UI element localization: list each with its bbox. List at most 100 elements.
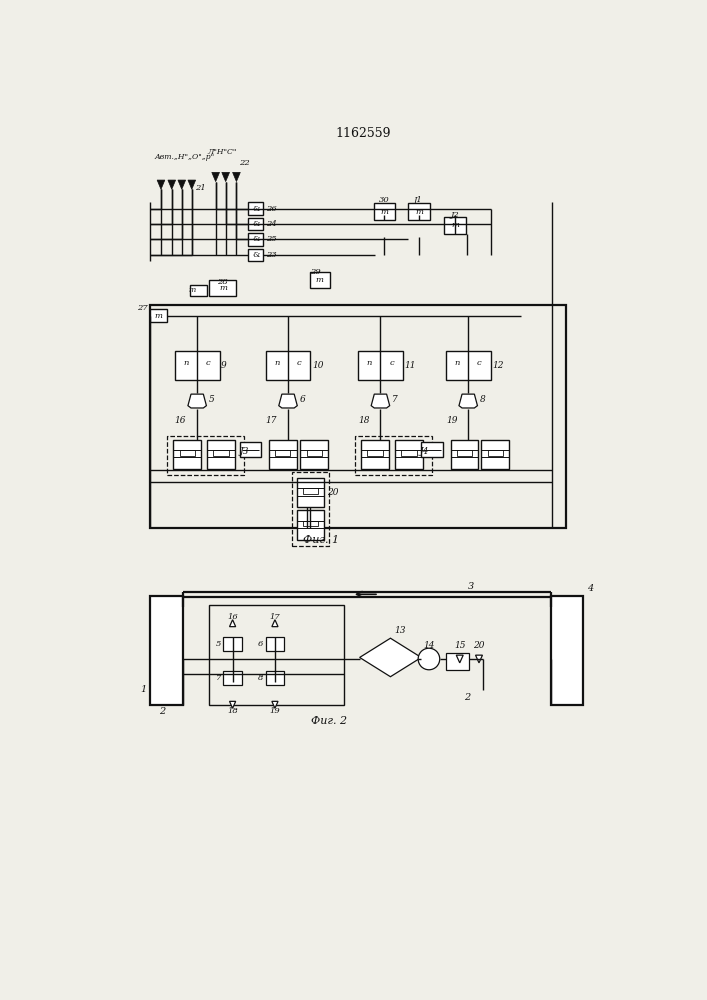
Polygon shape: [279, 394, 297, 408]
Bar: [292, 472, 329, 546]
Text: п: п: [183, 359, 189, 367]
Bar: [266, 351, 310, 380]
Text: 7: 7: [392, 395, 398, 404]
Bar: [150, 305, 566, 528]
Text: т: т: [451, 221, 459, 229]
Bar: [421, 442, 443, 457]
Polygon shape: [272, 620, 278, 627]
Polygon shape: [456, 655, 463, 663]
Bar: [269, 440, 296, 469]
Bar: [444, 217, 466, 234]
Bar: [395, 440, 423, 469]
Text: 18: 18: [227, 707, 238, 715]
Bar: [446, 653, 469, 670]
Bar: [266, 637, 284, 651]
Text: J4: J4: [420, 447, 429, 456]
Bar: [207, 440, 235, 469]
Text: &: &: [252, 220, 259, 228]
Text: &: &: [252, 251, 259, 259]
Text: т: т: [315, 276, 324, 284]
Text: 21: 21: [195, 184, 206, 192]
Polygon shape: [230, 620, 235, 627]
Polygon shape: [371, 394, 390, 408]
Text: Л"Н"С": Л"Н"С": [207, 148, 237, 156]
Text: JЗ: JЗ: [240, 447, 249, 456]
Text: 23: 23: [266, 251, 276, 259]
Bar: [446, 351, 491, 380]
Text: 9: 9: [221, 361, 227, 370]
Text: 27: 27: [137, 304, 148, 312]
Text: 1: 1: [140, 685, 146, 694]
Bar: [173, 440, 201, 469]
Text: 20: 20: [473, 641, 485, 650]
Bar: [266, 671, 284, 685]
Text: с: с: [477, 359, 481, 367]
Text: 17: 17: [266, 416, 277, 425]
Bar: [300, 440, 328, 469]
Text: 2: 2: [158, 707, 165, 716]
Polygon shape: [188, 394, 206, 408]
Text: 24: 24: [266, 220, 276, 228]
Bar: [209, 605, 344, 705]
Bar: [240, 442, 261, 457]
Text: 12: 12: [492, 361, 503, 370]
Polygon shape: [222, 172, 230, 182]
Bar: [275, 450, 291, 456]
Polygon shape: [168, 180, 175, 189]
Text: 6: 6: [300, 395, 305, 404]
Text: 5: 5: [209, 395, 214, 404]
Text: п: п: [274, 359, 279, 367]
Text: Фиг. 1: Фиг. 1: [303, 535, 339, 545]
Polygon shape: [476, 655, 482, 663]
Text: 1162559: 1162559: [335, 127, 390, 140]
Text: 6: 6: [258, 640, 264, 648]
Bar: [368, 450, 382, 456]
Text: &: &: [252, 235, 259, 243]
Polygon shape: [233, 172, 240, 182]
Bar: [481, 440, 509, 469]
Text: &: &: [252, 205, 259, 213]
Bar: [402, 450, 416, 456]
Bar: [310, 272, 329, 288]
Bar: [214, 450, 228, 456]
Text: 7: 7: [216, 674, 221, 682]
Polygon shape: [212, 172, 219, 182]
Text: 25: 25: [266, 235, 276, 243]
Text: 19: 19: [269, 707, 280, 715]
Bar: [457, 450, 472, 456]
Text: 8: 8: [258, 674, 264, 682]
Bar: [373, 203, 395, 220]
Text: т: т: [189, 286, 196, 294]
Polygon shape: [459, 394, 477, 408]
Text: Авт.„Н"„О"„р": Авт.„Н"„О"„р": [155, 153, 215, 161]
Text: с: с: [297, 359, 302, 367]
Text: 29: 29: [310, 268, 320, 276]
Text: 19: 19: [446, 416, 457, 425]
Text: 26: 26: [266, 205, 276, 213]
Bar: [296, 478, 325, 507]
Polygon shape: [178, 180, 186, 189]
Polygon shape: [230, 701, 235, 708]
Text: 15: 15: [454, 641, 465, 650]
Circle shape: [418, 648, 440, 670]
Bar: [180, 450, 195, 456]
Text: 17: 17: [269, 613, 280, 621]
Text: с: с: [206, 359, 211, 367]
Text: 28: 28: [217, 278, 228, 286]
Text: т: т: [219, 284, 227, 292]
Bar: [358, 351, 403, 380]
Text: 2: 2: [464, 693, 471, 702]
Polygon shape: [157, 180, 165, 189]
Text: 8: 8: [480, 395, 486, 404]
Bar: [303, 488, 318, 494]
Text: 16: 16: [175, 416, 187, 425]
Polygon shape: [272, 701, 278, 708]
Bar: [223, 671, 242, 685]
Bar: [175, 351, 219, 380]
Bar: [248, 218, 264, 230]
Text: т: т: [380, 208, 388, 216]
Bar: [248, 233, 264, 246]
Bar: [150, 309, 167, 322]
Bar: [248, 249, 264, 261]
Bar: [248, 202, 264, 215]
